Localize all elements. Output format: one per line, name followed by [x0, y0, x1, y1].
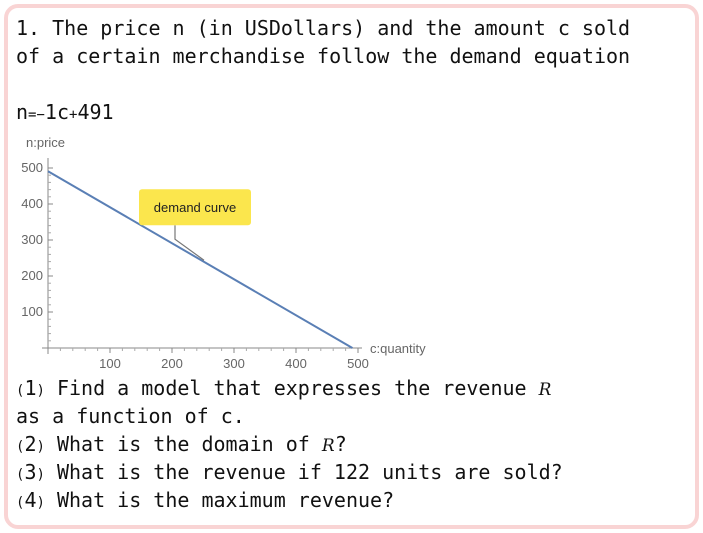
y-tick-label: 500 — [21, 160, 43, 175]
demand-curve-line — [47, 170, 353, 349]
equation-lhs: n — [16, 100, 29, 124]
y-tick-label: 400 — [21, 196, 43, 211]
x-tick-label: 100 — [99, 356, 121, 370]
question-4: (4) What is the maximum revenue? — [16, 488, 395, 512]
x-axis-label: c:quantity — [370, 341, 426, 356]
x-tick-label: 200 — [161, 356, 183, 370]
y-tick-label: 200 — [21, 268, 43, 283]
y-axis-label: n:price — [26, 135, 65, 150]
problem-line-1: 1. The price n (in USDollars) and the am… — [16, 16, 631, 40]
question-3: (3) What is the revenue if 122 units are… — [16, 460, 563, 484]
x-tick-label: 300 — [223, 356, 245, 370]
x-ticks: 100 200 300 400 500 — [59, 348, 369, 370]
question-1: (1) Find a model that expresses the reve… — [16, 376, 552, 400]
y-tick-label: 100 — [21, 304, 43, 319]
callout-box — [139, 189, 251, 226]
problem-line-2: of a certain merchandise follow the dema… — [16, 44, 631, 68]
y-ticks: 100 200 300 400 500 — [21, 160, 53, 342]
demand-equation: n=−1c+491 — [16, 100, 114, 124]
problem-card — [4, 4, 699, 529]
equation-const: 491 — [77, 100, 114, 124]
demand-chart: n:price 100 200 300 400 500 100200300400500 … — [21, 135, 426, 370]
y-tick-label: 300 — [21, 232, 43, 247]
x-tick-label: 400 — [285, 356, 307, 370]
question-2: (2) What is the domain of R? — [16, 432, 347, 456]
question-1-cont: as a function of c. — [16, 404, 245, 428]
revenue-symbol: R — [538, 380, 552, 400]
equation-minus: − — [36, 107, 45, 123]
equation-plus: + — [69, 107, 78, 123]
revenue-symbol: R — [321, 436, 335, 456]
x-tick-label: 500 — [347, 356, 369, 370]
callout-pointer — [174, 225, 205, 261]
equation-body: 1c — [44, 100, 70, 124]
equation-equals: = — [28, 107, 37, 123]
callout-label: demand curve — [154, 200, 236, 215]
